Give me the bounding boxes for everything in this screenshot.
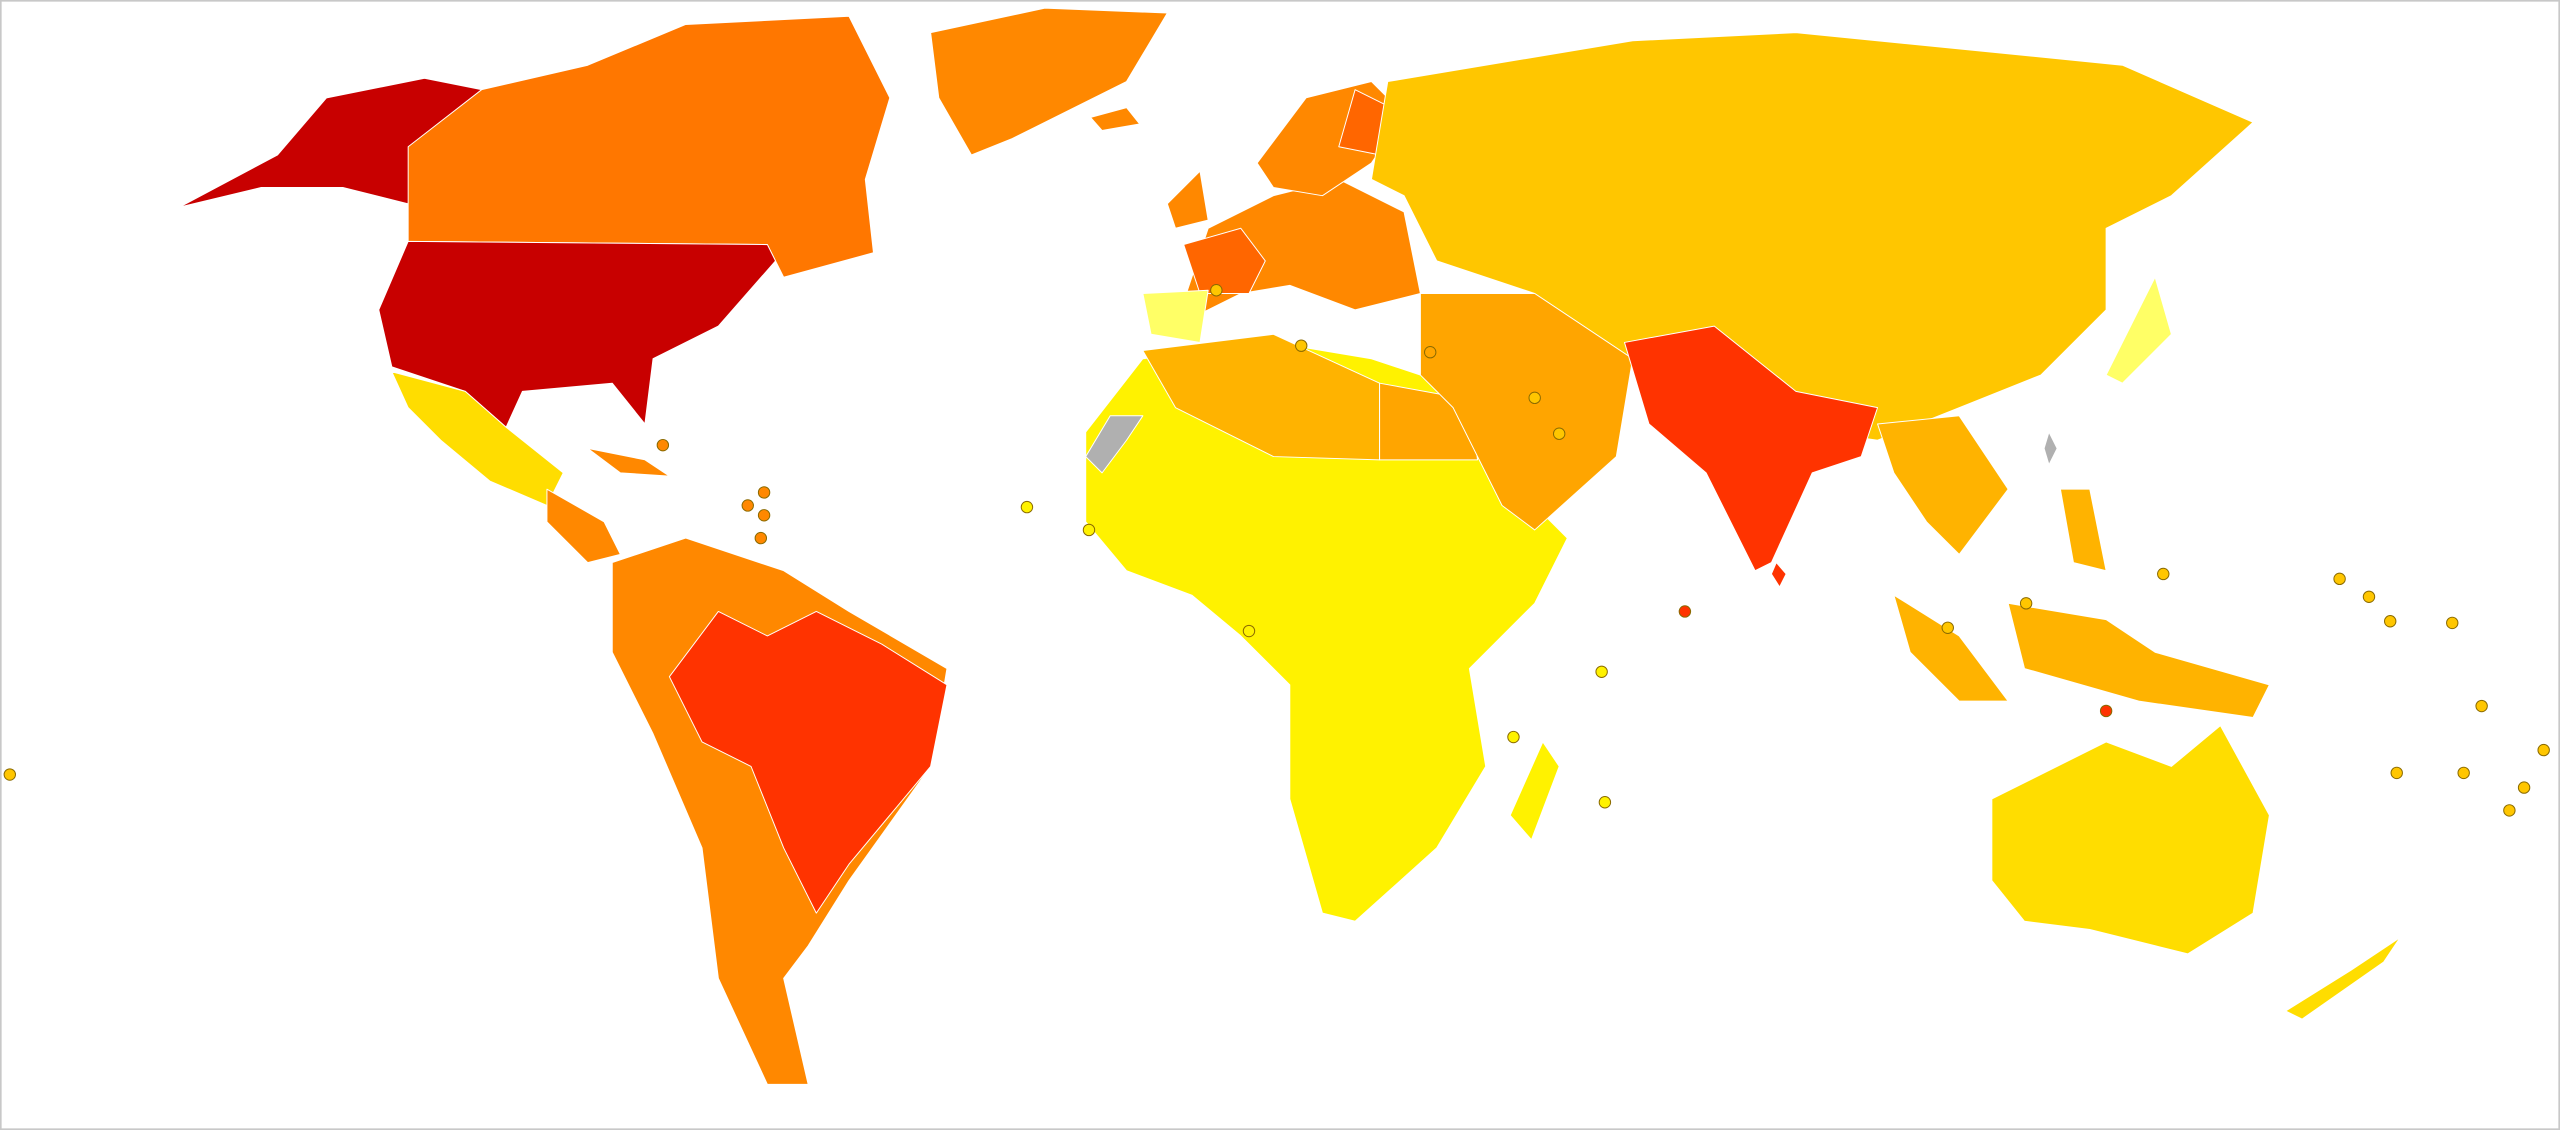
island-marker (2503, 804, 2516, 817)
island-marker (2475, 699, 2488, 713)
island-marker (1528, 391, 1541, 405)
island-marker (1678, 605, 1692, 618)
island-marker (2517, 781, 2531, 794)
british-isles (1166, 170, 1209, 229)
countries (179, 7, 2401, 1085)
island-marker (2457, 766, 2470, 780)
island-marker (1595, 665, 1608, 678)
southeast-asia (1877, 415, 2009, 555)
island-marker (741, 499, 754, 512)
central-america (546, 488, 621, 564)
island-marker (1295, 339, 1308, 352)
island-marker (1552, 427, 1566, 440)
south-asia (1624, 325, 1879, 572)
france (1183, 227, 1266, 294)
island-marker (2390, 766, 2403, 780)
island-marker (1082, 523, 1096, 537)
island-marker (2362, 590, 2376, 603)
island-marker (754, 531, 768, 545)
middle-east (1419, 293, 1634, 531)
island-marker (1210, 284, 1223, 297)
island-marker (3, 768, 16, 781)
island-marker (1242, 624, 1256, 638)
island-marker (2099, 704, 2113, 718)
cuba (587, 447, 670, 477)
island-marker (2384, 615, 2397, 628)
philippines (2059, 488, 2107, 572)
island-marker (2537, 743, 2550, 757)
western-sahara (1085, 415, 1144, 474)
brazil (668, 610, 948, 914)
island-marker (1598, 796, 1612, 809)
iberia (1142, 289, 1209, 343)
taiwan (2043, 431, 2058, 466)
island-marker (2157, 567, 2170, 581)
japan (2105, 276, 2172, 384)
africa (1085, 341, 1568, 922)
island-marker (1424, 346, 1437, 359)
australia (1991, 725, 2270, 955)
united-states (378, 240, 776, 428)
island-marker (2019, 597, 2033, 610)
russia-china (1370, 32, 2254, 441)
madagascar (1509, 741, 1560, 841)
island-marker (1507, 730, 1520, 744)
island-marker (656, 438, 670, 452)
island-marker (2446, 616, 2459, 630)
iceland (1090, 107, 1141, 131)
island-marker (757, 509, 771, 522)
island-marker (1020, 500, 1034, 514)
indonesia-east (2007, 602, 2270, 718)
greenland (930, 7, 1168, 156)
island-marker (1941, 621, 1954, 634)
island-marker (757, 486, 771, 499)
new-zealand (2285, 937, 2401, 1020)
sri-lanka (1770, 562, 1787, 588)
island-marker (2333, 572, 2346, 586)
island-markers (3, 284, 2550, 817)
